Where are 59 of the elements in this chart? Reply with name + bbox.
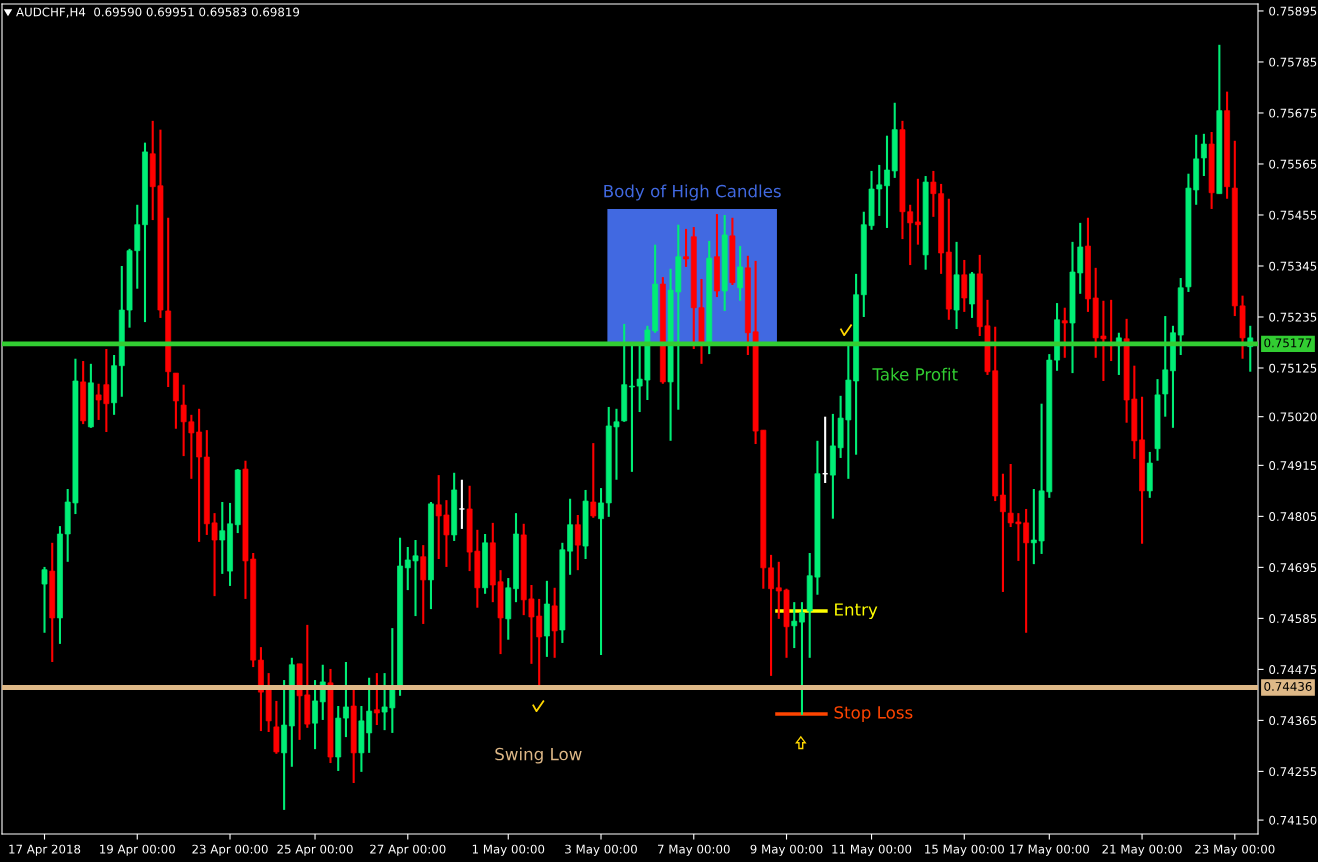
band-label: Body of High Candles: [604, 184, 781, 201]
candlestick: [219, 500, 226, 575]
ref-line-label: Entry: [835, 603, 878, 620]
x-tick-label: 1 May 00:00: [472, 844, 545, 856]
ref-line-label: Take Profit: [872, 367, 958, 381]
candlestick: [1200, 132, 1207, 178]
y-tick-label: 0.74805: [1269, 512, 1317, 522]
candlestick: [791, 601, 798, 650]
x-tick-label: 27 Apr 00:00: [370, 844, 446, 856]
candlestick: [1000, 472, 1006, 593]
y-tick-label: 0.74255: [1269, 767, 1317, 777]
x-tick-label: 7 May 00:00: [658, 844, 730, 856]
chart-title: AUDCHF,H4 0.69590 0.69951 0.69583 0.69819: [16, 7, 300, 18]
candlestick: [598, 487, 604, 657]
candlestick: [590, 442, 597, 519]
y-tick-label: 0.75125: [1269, 363, 1317, 373]
x-tick-label: 9 May 00:00: [750, 844, 823, 856]
y-tick-label: 0.75785: [1269, 57, 1317, 67]
candlestick: [41, 565, 48, 634]
y-tick-label: 0.75565: [1269, 159, 1317, 169]
y-tick-label: 0.75235: [1269, 312, 1317, 322]
candlestick: [458, 478, 466, 530]
candlestick: [312, 679, 318, 751]
candlestick: [799, 601, 805, 716]
x-tick-label: 21 May 00:00: [1102, 844, 1182, 856]
x-tick-label: 11 May 00:00: [832, 844, 912, 856]
x-tick-label: 17 May 00:00: [1010, 844, 1089, 856]
text: 0.74436: [1264, 681, 1312, 691]
candlestick: [1061, 306, 1068, 359]
y-tick-label: 0.74365: [1269, 716, 1317, 726]
candlestick: [961, 258, 968, 313]
candlestick: [420, 544, 427, 625]
y-tick-label: 0.75675: [1269, 108, 1317, 118]
candlestick: [574, 513, 581, 572]
candlestick: [683, 227, 689, 268]
candlestick: [915, 177, 921, 246]
candlestick: [373, 672, 380, 727]
ref-line-label: Stop Loss: [834, 706, 913, 722]
x-tick-label: 19 Apr 00:00: [100, 844, 175, 856]
y-tick-label: 0.75020: [1269, 412, 1317, 422]
y-tick-label: 0.74475: [1269, 665, 1317, 675]
x-tick-label: 15 May 00:00: [925, 844, 1004, 856]
y-tick-label: 0.75455: [1269, 210, 1317, 220]
candlestick: [737, 245, 744, 302]
y-tick-label: 0.74150: [1269, 815, 1317, 825]
ref-line-label: Swing Low: [495, 747, 582, 764]
x-tick-label: 17 Apr 2018: [9, 844, 81, 856]
x-tick-label: 23 May 00:00: [1195, 844, 1275, 856]
x-tick-label: 23 Apr 00:00: [192, 844, 268, 856]
text: 0.75177: [1264, 338, 1312, 348]
y-tick-label: 0.75345: [1269, 261, 1317, 271]
candlestick: [343, 660, 349, 739]
y-tick-label: 0.74585: [1269, 614, 1317, 624]
y-tick-label: 0.74915: [1269, 461, 1317, 471]
y-tick-label: 0.75895: [1269, 6, 1317, 16]
x-tick-label: 3 May 00:00: [565, 844, 637, 856]
candlestick: [884, 134, 890, 229]
x-tick-label: 25 Apr 00:00: [277, 844, 353, 856]
y-tick-label: 0.74695: [1269, 563, 1317, 573]
